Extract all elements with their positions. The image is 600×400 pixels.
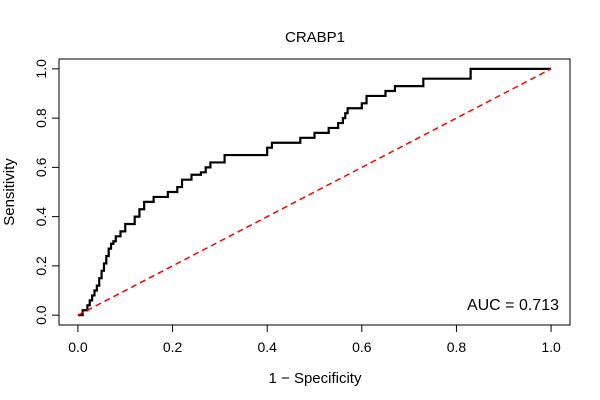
y-tick-label: 0.0 [33,305,49,325]
y-tick-label: 0.4 [33,207,49,227]
x-tick-label: 0.4 [257,339,277,355]
y-tick-label: 0.2 [33,256,49,276]
x-tick-label: 0.0 [68,339,88,355]
x-tick-label: 1.0 [541,339,561,355]
x-tick-label: 0.2 [163,339,183,355]
x-axis: 0.0 0.2 0.4 0.6 0.8 1.0 [68,324,561,355]
chart-title: CRABP1 [285,29,345,46]
y-tick-label: 1.0 [33,59,49,79]
y-axis-label: Sensitivity [1,158,18,226]
series-layer [77,67,552,317]
roc-curve-line [77,67,552,317]
x-axis-label: 1 − Specificity [269,370,362,387]
x-tick-label: 0.8 [447,339,467,355]
auc-annotation: AUC = 0.713 [467,297,559,314]
y-tick-label: 0.6 [33,157,49,177]
y-axis: 0.0 0.2 0.4 0.6 0.8 1.0 [33,59,60,325]
y-tick-label: 0.8 [33,108,49,128]
x-tick-label: 0.6 [352,339,372,355]
reference-diagonal-line [77,68,552,316]
